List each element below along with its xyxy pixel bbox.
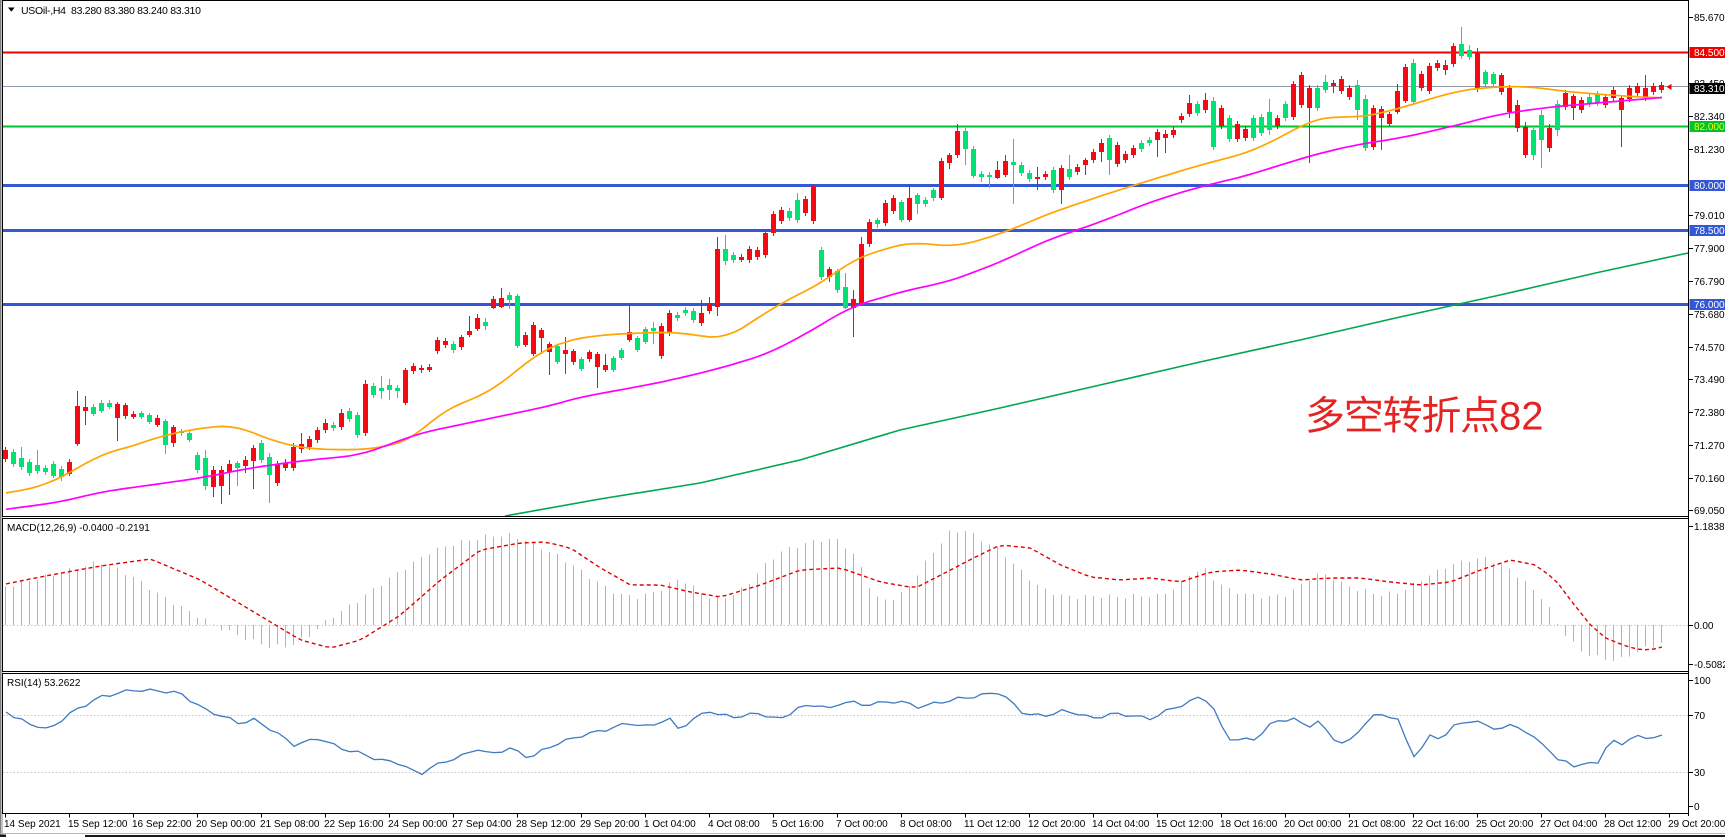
svg-text:11 Oct 12:00: 11 Oct 12:00 bbox=[964, 819, 1021, 830]
svg-text:21 Sep 08:00: 21 Sep 08:00 bbox=[260, 819, 320, 830]
svg-text:71.270: 71.270 bbox=[1694, 441, 1725, 452]
svg-text:70: 70 bbox=[1694, 711, 1706, 722]
svg-text:14 Sep 2021: 14 Sep 2021 bbox=[4, 819, 61, 830]
svg-text:16 Sep 22:00: 16 Sep 22:00 bbox=[132, 819, 192, 830]
svg-text:84.500: 84.500 bbox=[1694, 48, 1725, 59]
svg-text:12 Oct 20:00: 12 Oct 20:00 bbox=[1028, 819, 1086, 830]
svg-text:14 Oct 04:00: 14 Oct 04:00 bbox=[1092, 819, 1150, 830]
svg-text:21 Oct 08:00: 21 Oct 08:00 bbox=[1348, 819, 1406, 830]
svg-text:15 Sep 12:00: 15 Sep 12:00 bbox=[68, 819, 128, 830]
svg-text:0.00: 0.00 bbox=[1694, 621, 1714, 632]
svg-text:1.1838: 1.1838 bbox=[1694, 522, 1725, 533]
svg-text:75.680: 75.680 bbox=[1694, 310, 1725, 321]
svg-text:30: 30 bbox=[1694, 768, 1706, 779]
svg-text:25 Oct 20:00: 25 Oct 20:00 bbox=[1476, 819, 1534, 830]
svg-text:20 Sep 00:00: 20 Sep 00:00 bbox=[196, 819, 256, 830]
svg-text:28 Oct 12:00: 28 Oct 12:00 bbox=[1604, 819, 1662, 830]
svg-text:24 Sep 00:00: 24 Sep 00:00 bbox=[388, 819, 448, 830]
svg-text:28 Sep 12:00: 28 Sep 12:00 bbox=[516, 819, 576, 830]
svg-text:5 Oct 16:00: 5 Oct 16:00 bbox=[772, 819, 824, 830]
svg-text:0: 0 bbox=[1694, 802, 1700, 813]
svg-text:85.670: 85.670 bbox=[1694, 13, 1725, 24]
svg-text:22 Sep 16:00: 22 Sep 16:00 bbox=[324, 819, 384, 830]
svg-text:27 Oct 04:00: 27 Oct 04:00 bbox=[1540, 819, 1598, 830]
svg-text:8 Oct 08:00: 8 Oct 08:00 bbox=[900, 819, 952, 830]
svg-text:7 Oct 00:00: 7 Oct 00:00 bbox=[836, 819, 888, 830]
svg-text:100: 100 bbox=[1694, 676, 1711, 687]
svg-text:69.050: 69.050 bbox=[1694, 506, 1725, 517]
svg-text:22 Oct 16:00: 22 Oct 16:00 bbox=[1412, 819, 1470, 830]
svg-text:82: 82 bbox=[1499, 395, 1544, 439]
svg-text:27 Sep 04:00: 27 Sep 04:00 bbox=[452, 819, 512, 830]
svg-text:15 Oct 12:00: 15 Oct 12:00 bbox=[1156, 819, 1214, 830]
svg-text:81.230: 81.230 bbox=[1694, 145, 1725, 156]
svg-text:29 Oct 20:00: 29 Oct 20:00 bbox=[1668, 819, 1725, 830]
svg-text:70.160: 70.160 bbox=[1694, 474, 1725, 485]
svg-text:4 Oct 08:00: 4 Oct 08:00 bbox=[708, 819, 760, 830]
svg-text:-0.5082: -0.5082 bbox=[1694, 660, 1725, 671]
svg-text:80.000: 80.000 bbox=[1694, 181, 1725, 192]
svg-text:76.790: 76.790 bbox=[1694, 277, 1725, 288]
svg-text:USOil-,H4 83.280 83.380 83.24: USOil-,H4 83.280 83.380 83.240 83.310 bbox=[21, 5, 201, 17]
svg-text:18 Oct 16:00: 18 Oct 16:00 bbox=[1220, 819, 1278, 830]
svg-text:79.010: 79.010 bbox=[1694, 211, 1725, 222]
svg-text:29 Sep 20:00: 29 Sep 20:00 bbox=[580, 819, 640, 830]
svg-text:MACD(12,26,9) -0.0400 -0.2191: MACD(12,26,9) -0.0400 -0.2191 bbox=[7, 523, 150, 534]
svg-text:73.490: 73.490 bbox=[1694, 375, 1725, 386]
svg-text:83.310: 83.310 bbox=[1694, 84, 1725, 95]
svg-text:74.570: 74.570 bbox=[1694, 343, 1725, 354]
svg-text:82.340: 82.340 bbox=[1694, 112, 1725, 123]
svg-text:77.900: 77.900 bbox=[1694, 244, 1725, 255]
svg-text:82.000: 82.000 bbox=[1694, 122, 1725, 133]
svg-text:RSI(14) 53.2622: RSI(14) 53.2622 bbox=[7, 678, 81, 689]
svg-text:1 Oct 04:00: 1 Oct 04:00 bbox=[644, 819, 696, 830]
svg-text:78.500: 78.500 bbox=[1694, 226, 1725, 237]
svg-text:72.380: 72.380 bbox=[1694, 408, 1725, 419]
svg-text:20 Oct 00:00: 20 Oct 00:00 bbox=[1284, 819, 1342, 830]
svg-text:76.000: 76.000 bbox=[1694, 300, 1725, 311]
